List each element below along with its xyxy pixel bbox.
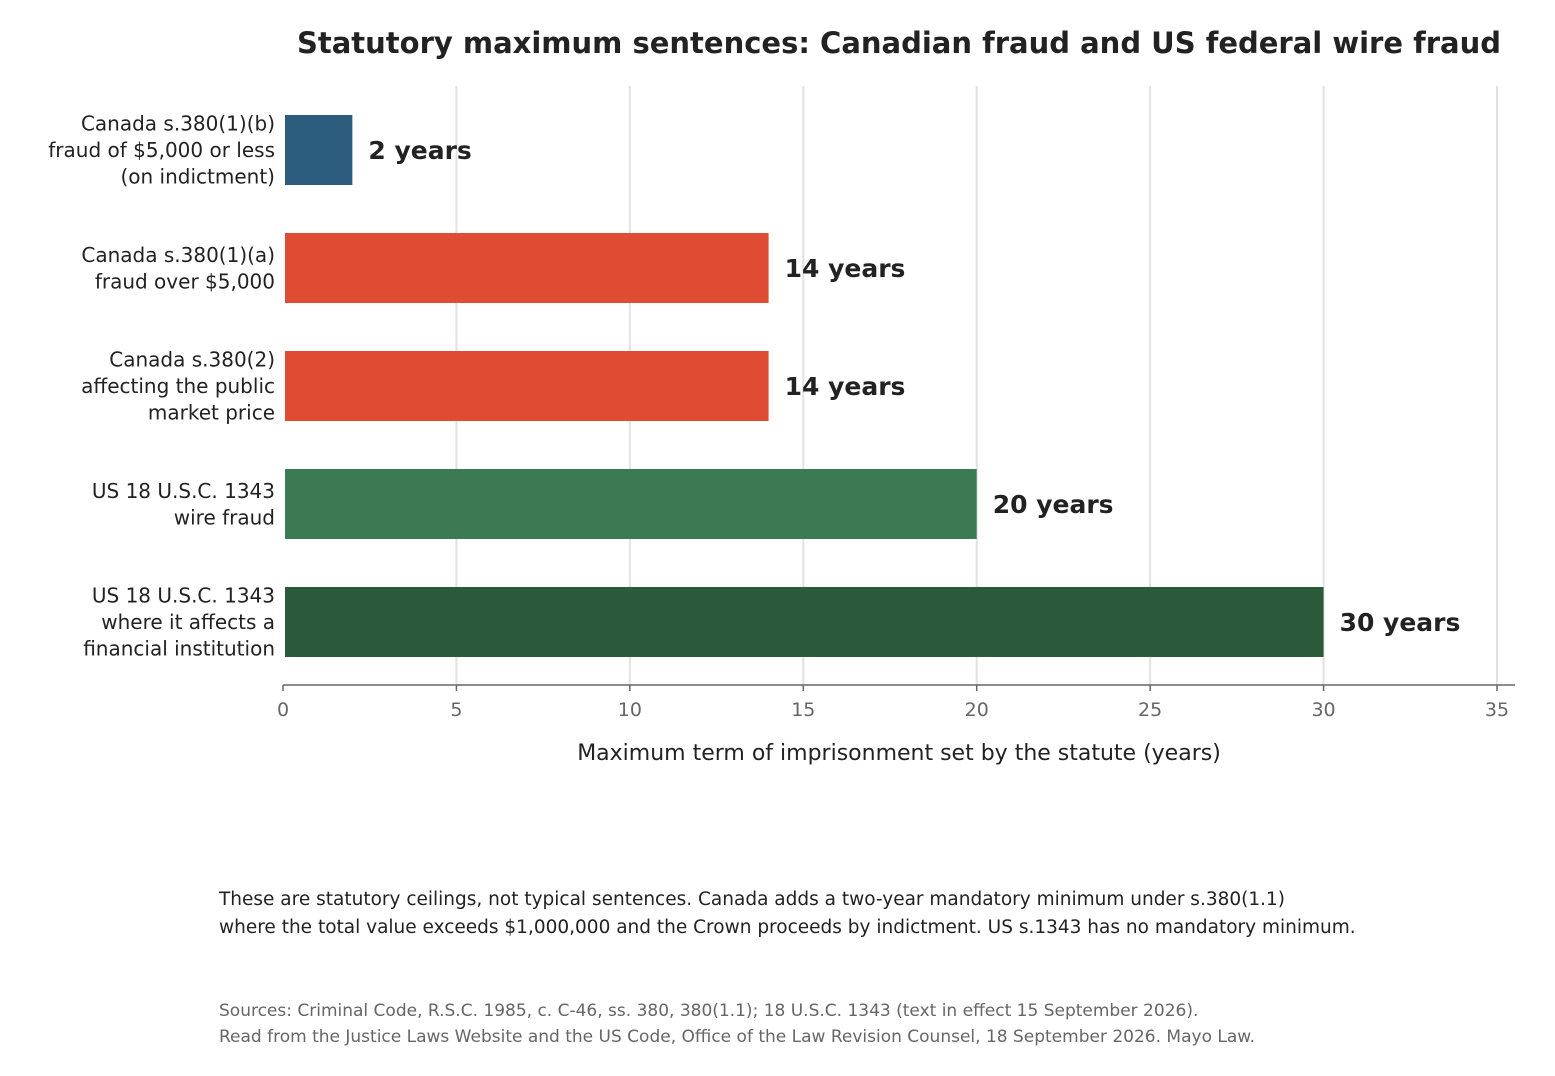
x-tick-label: 35 bbox=[1485, 699, 1509, 721]
x-tick-label: 30 bbox=[1311, 699, 1335, 721]
category-label: affecting the public bbox=[81, 374, 275, 398]
gridlines bbox=[455, 86, 1498, 685]
data-label: 20 years bbox=[993, 490, 1114, 519]
bar bbox=[285, 469, 977, 539]
category-label: Canada s.380(1)(b) bbox=[81, 112, 275, 136]
category-label: where it affects a bbox=[101, 610, 275, 634]
x-tick-label: 20 bbox=[965, 699, 989, 721]
category-label: market price bbox=[148, 401, 275, 425]
category-label: (on indictment) bbox=[120, 165, 275, 189]
category-labels: Canada s.380(1)(b)fraud of $5,000 or les… bbox=[48, 112, 275, 661]
category-label: US 18 U.S.C. 1343 bbox=[92, 479, 275, 503]
category-label: US 18 U.S.C. 1343 bbox=[92, 584, 275, 608]
data-label: 14 years bbox=[785, 372, 906, 401]
x-axis-label: Maximum term of imprisonment set by the … bbox=[577, 741, 1221, 766]
x-tick-label: 15 bbox=[791, 699, 815, 721]
category-label: financial institution bbox=[83, 637, 275, 661]
category-label: wire fraud bbox=[174, 505, 275, 529]
sources-line: Read from the Justice Laws Website and t… bbox=[219, 1027, 1256, 1047]
x-tick-label: 5 bbox=[450, 699, 462, 721]
bar bbox=[285, 115, 353, 185]
footnote-line: These are statutory ceilings, not typica… bbox=[219, 889, 1285, 910]
sources-note: Sources: Criminal Code, R.S.C. 1985, c. … bbox=[219, 998, 1519, 1050]
footnote-line: where the total value exceeds $1,000,000… bbox=[219, 917, 1356, 938]
x-tick-label: 25 bbox=[1138, 699, 1162, 721]
category-label: fraud of $5,000 or less bbox=[48, 138, 275, 162]
data-label: 2 years bbox=[368, 136, 471, 165]
category-label: Canada s.380(2) bbox=[109, 348, 275, 372]
data-label: 30 years bbox=[1340, 608, 1461, 637]
bar-chart: Statutory maximum sentences: Canadian fr… bbox=[48, 26, 1515, 766]
category-label: Canada s.380(1)(a) bbox=[81, 243, 275, 267]
chart-title: Statutory maximum sentences: Canadian fr… bbox=[297, 26, 1501, 60]
x-ticks: 0 5 10 15 20 25 30 35 bbox=[277, 685, 1509, 721]
footnote: These are statutory ceilings, not typica… bbox=[219, 886, 1519, 942]
bar bbox=[285, 587, 1324, 657]
bars: 2 years 14 years 14 years 20 years 30 years bbox=[285, 115, 1460, 657]
data-label: 14 years bbox=[785, 254, 906, 283]
x-tick-label: 0 bbox=[277, 699, 289, 721]
bar bbox=[285, 351, 769, 421]
sources-line: Sources: Criminal Code, R.S.C. 1985, c. … bbox=[219, 1001, 1199, 1021]
category-label: fraud over $5,000 bbox=[95, 269, 275, 293]
bar bbox=[285, 233, 769, 303]
x-tick-label: 10 bbox=[618, 699, 642, 721]
